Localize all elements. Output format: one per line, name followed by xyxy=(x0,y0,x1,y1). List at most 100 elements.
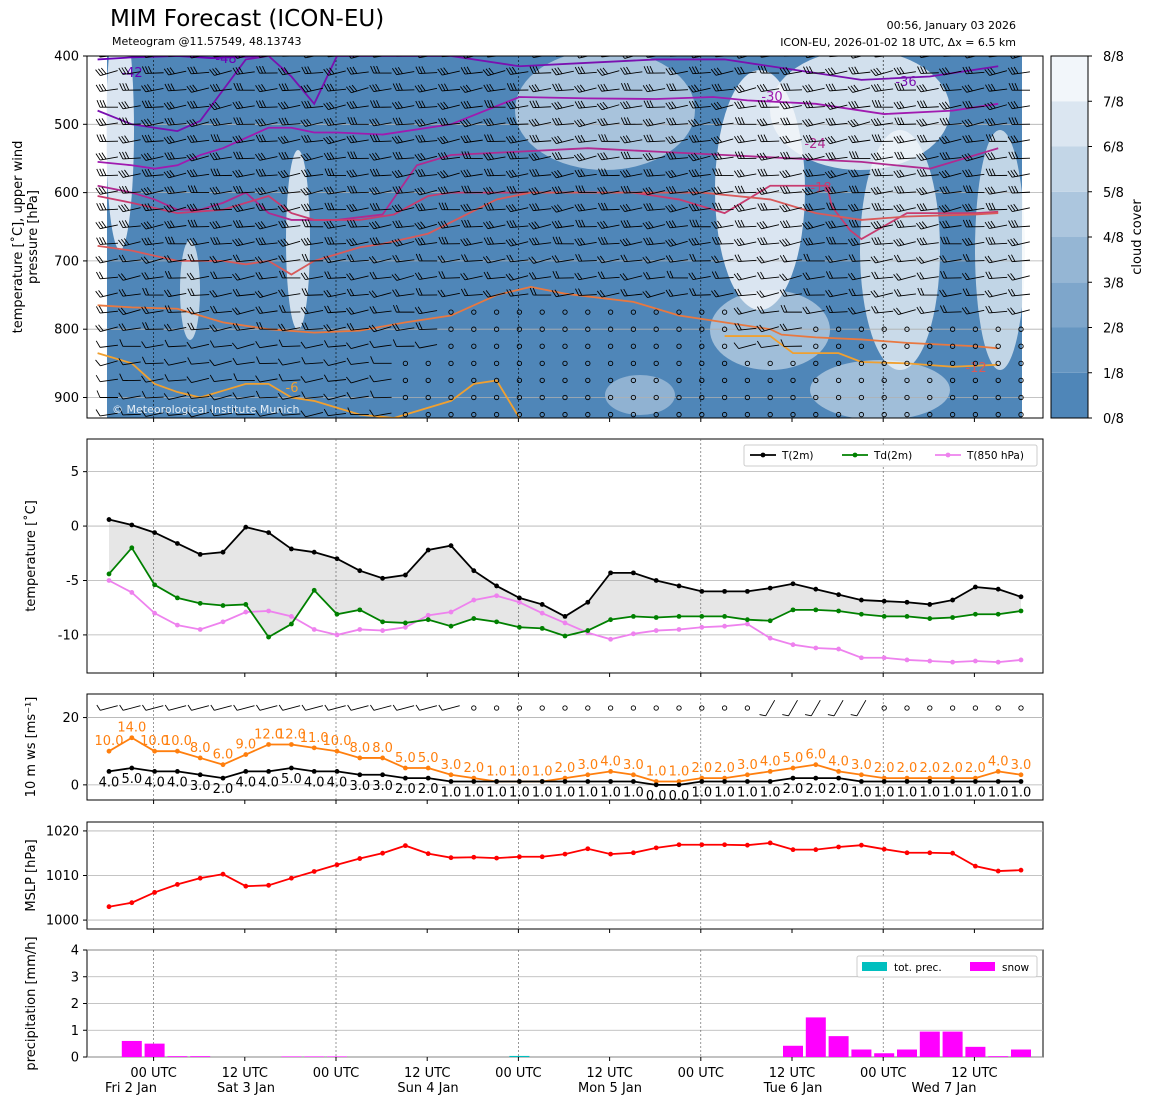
wind-barb-flag xyxy=(369,375,375,383)
wind-barb-flag xyxy=(349,238,355,246)
series-mslp-point xyxy=(539,854,545,860)
series-t850-point xyxy=(289,614,294,619)
calm-wind-marker xyxy=(425,411,431,418)
wind-barb-flag xyxy=(529,238,534,246)
wind-barb-flag xyxy=(987,102,993,110)
wind-barb-flag xyxy=(300,204,306,212)
wind-barb-flag xyxy=(192,118,198,126)
wind-barb-shaft xyxy=(214,412,232,417)
mslp-ytick-label: 1020 xyxy=(46,824,79,839)
wind-barb-flag xyxy=(260,221,267,228)
wind-barb-flag xyxy=(557,67,563,74)
wind-barb-flag xyxy=(508,101,514,109)
prec-ylabel-line: precipitation [mm/h] xyxy=(24,936,39,1070)
wind-barb-flag xyxy=(918,222,925,229)
series-t850-point xyxy=(859,655,864,661)
wind-barb-flag xyxy=(985,84,990,92)
wind-barb-flag xyxy=(665,171,671,178)
wind-barb xyxy=(940,270,962,279)
wind-barb-flag xyxy=(414,56,420,58)
mean-wind-value-label: 1.0 xyxy=(691,785,712,800)
wind-barb-flag xyxy=(692,288,697,296)
wind-barb xyxy=(916,306,939,314)
surface-wind-barb-flag xyxy=(210,704,215,711)
wind-barb-flag xyxy=(1007,56,1013,59)
wind-barb-shaft xyxy=(533,208,552,212)
chart-subtitle: Meteogram @11.57549, 48.13743 xyxy=(112,35,302,48)
wind-barb-flag xyxy=(802,272,808,280)
mean-wind-value-label: 1.0 xyxy=(851,785,872,800)
wind-barb-flag xyxy=(164,118,169,126)
wind-barb-flag xyxy=(329,83,335,91)
colorbar-band xyxy=(1051,146,1088,192)
calm-wind-marker xyxy=(607,326,614,332)
wind-barb xyxy=(779,169,802,178)
wind-barb-flag xyxy=(300,188,306,196)
calm-wind-marker xyxy=(676,309,682,315)
wind-barb-flag xyxy=(893,170,899,178)
wind-barb-flag xyxy=(643,237,648,245)
wind-barb xyxy=(324,56,347,58)
wind-barb-shaft xyxy=(350,395,369,400)
wind-barb-flag xyxy=(283,135,289,143)
wind-barb-flag xyxy=(825,152,831,160)
wind-barb-flag xyxy=(626,66,631,74)
wind-barb-flag xyxy=(551,171,557,179)
wind-barb xyxy=(232,219,255,228)
series-mslp-point xyxy=(813,847,819,853)
series-mslp-point xyxy=(995,868,1001,874)
wind-barb-flag xyxy=(301,219,306,227)
wind-barb-flag xyxy=(119,339,124,347)
wind-barb xyxy=(847,203,871,212)
wind-barb-flag xyxy=(506,151,511,160)
calm-wind-marker xyxy=(562,377,568,384)
wind-barb-flag xyxy=(580,169,586,177)
wind-barb-flag xyxy=(575,288,580,296)
wind-barb-flag xyxy=(756,222,762,230)
wind-barb-flag xyxy=(691,272,697,280)
wind-barb-flag xyxy=(967,203,973,211)
wind-barb-flag xyxy=(692,219,697,227)
wind-barb xyxy=(209,220,232,229)
wind-barb-flag xyxy=(438,202,443,210)
wind-barb-flag xyxy=(824,137,831,144)
wind-barb-flag xyxy=(984,221,990,229)
surface-wind-barb xyxy=(324,704,346,711)
wind-barb-flag xyxy=(167,117,172,126)
wind-barb-shaft xyxy=(715,258,734,264)
wind-barb xyxy=(985,236,1008,245)
wind-barb-flag xyxy=(577,135,583,143)
wind-barb-shaft xyxy=(145,276,164,280)
wind-barb xyxy=(620,185,643,194)
wind-barb-flag xyxy=(554,186,560,194)
wind-barb-shaft xyxy=(214,88,232,92)
wind-barb-flag xyxy=(278,408,283,416)
series-mslp-point xyxy=(904,850,910,856)
wind-barb-flag xyxy=(280,170,286,178)
wind-barb-flag xyxy=(190,219,195,228)
wind-barb-shaft xyxy=(487,276,506,280)
upper-ylabel-line: temperature [˚C], upper wind xyxy=(10,141,26,334)
wind-barb-flag xyxy=(391,274,398,281)
series-mslp-point xyxy=(767,840,773,846)
series-t850-point xyxy=(106,578,112,583)
wind-barb-flag xyxy=(98,255,104,263)
wind-barb-flag xyxy=(465,84,472,92)
colorbar-band xyxy=(1051,191,1088,237)
wind-barb-flag xyxy=(392,152,397,160)
calm-wind-marker xyxy=(1018,326,1024,332)
wind-barb xyxy=(141,390,164,399)
series-mslp-point xyxy=(357,856,363,861)
wind-barb-flag xyxy=(1014,117,1019,125)
wind-barb xyxy=(688,84,711,93)
wind-barb-flag xyxy=(235,170,241,177)
wind-barb-flag xyxy=(303,119,309,127)
wind-barb-flag xyxy=(167,255,172,263)
wind-barb-flag xyxy=(508,273,514,280)
wind-barb-flag xyxy=(371,187,378,195)
wind-barb-flag xyxy=(756,84,762,92)
wind-barb-shaft xyxy=(715,277,734,279)
temp-ytick-label: 5 xyxy=(71,465,79,480)
series-gust-point xyxy=(106,748,112,754)
wind-barb-flag xyxy=(418,66,423,74)
